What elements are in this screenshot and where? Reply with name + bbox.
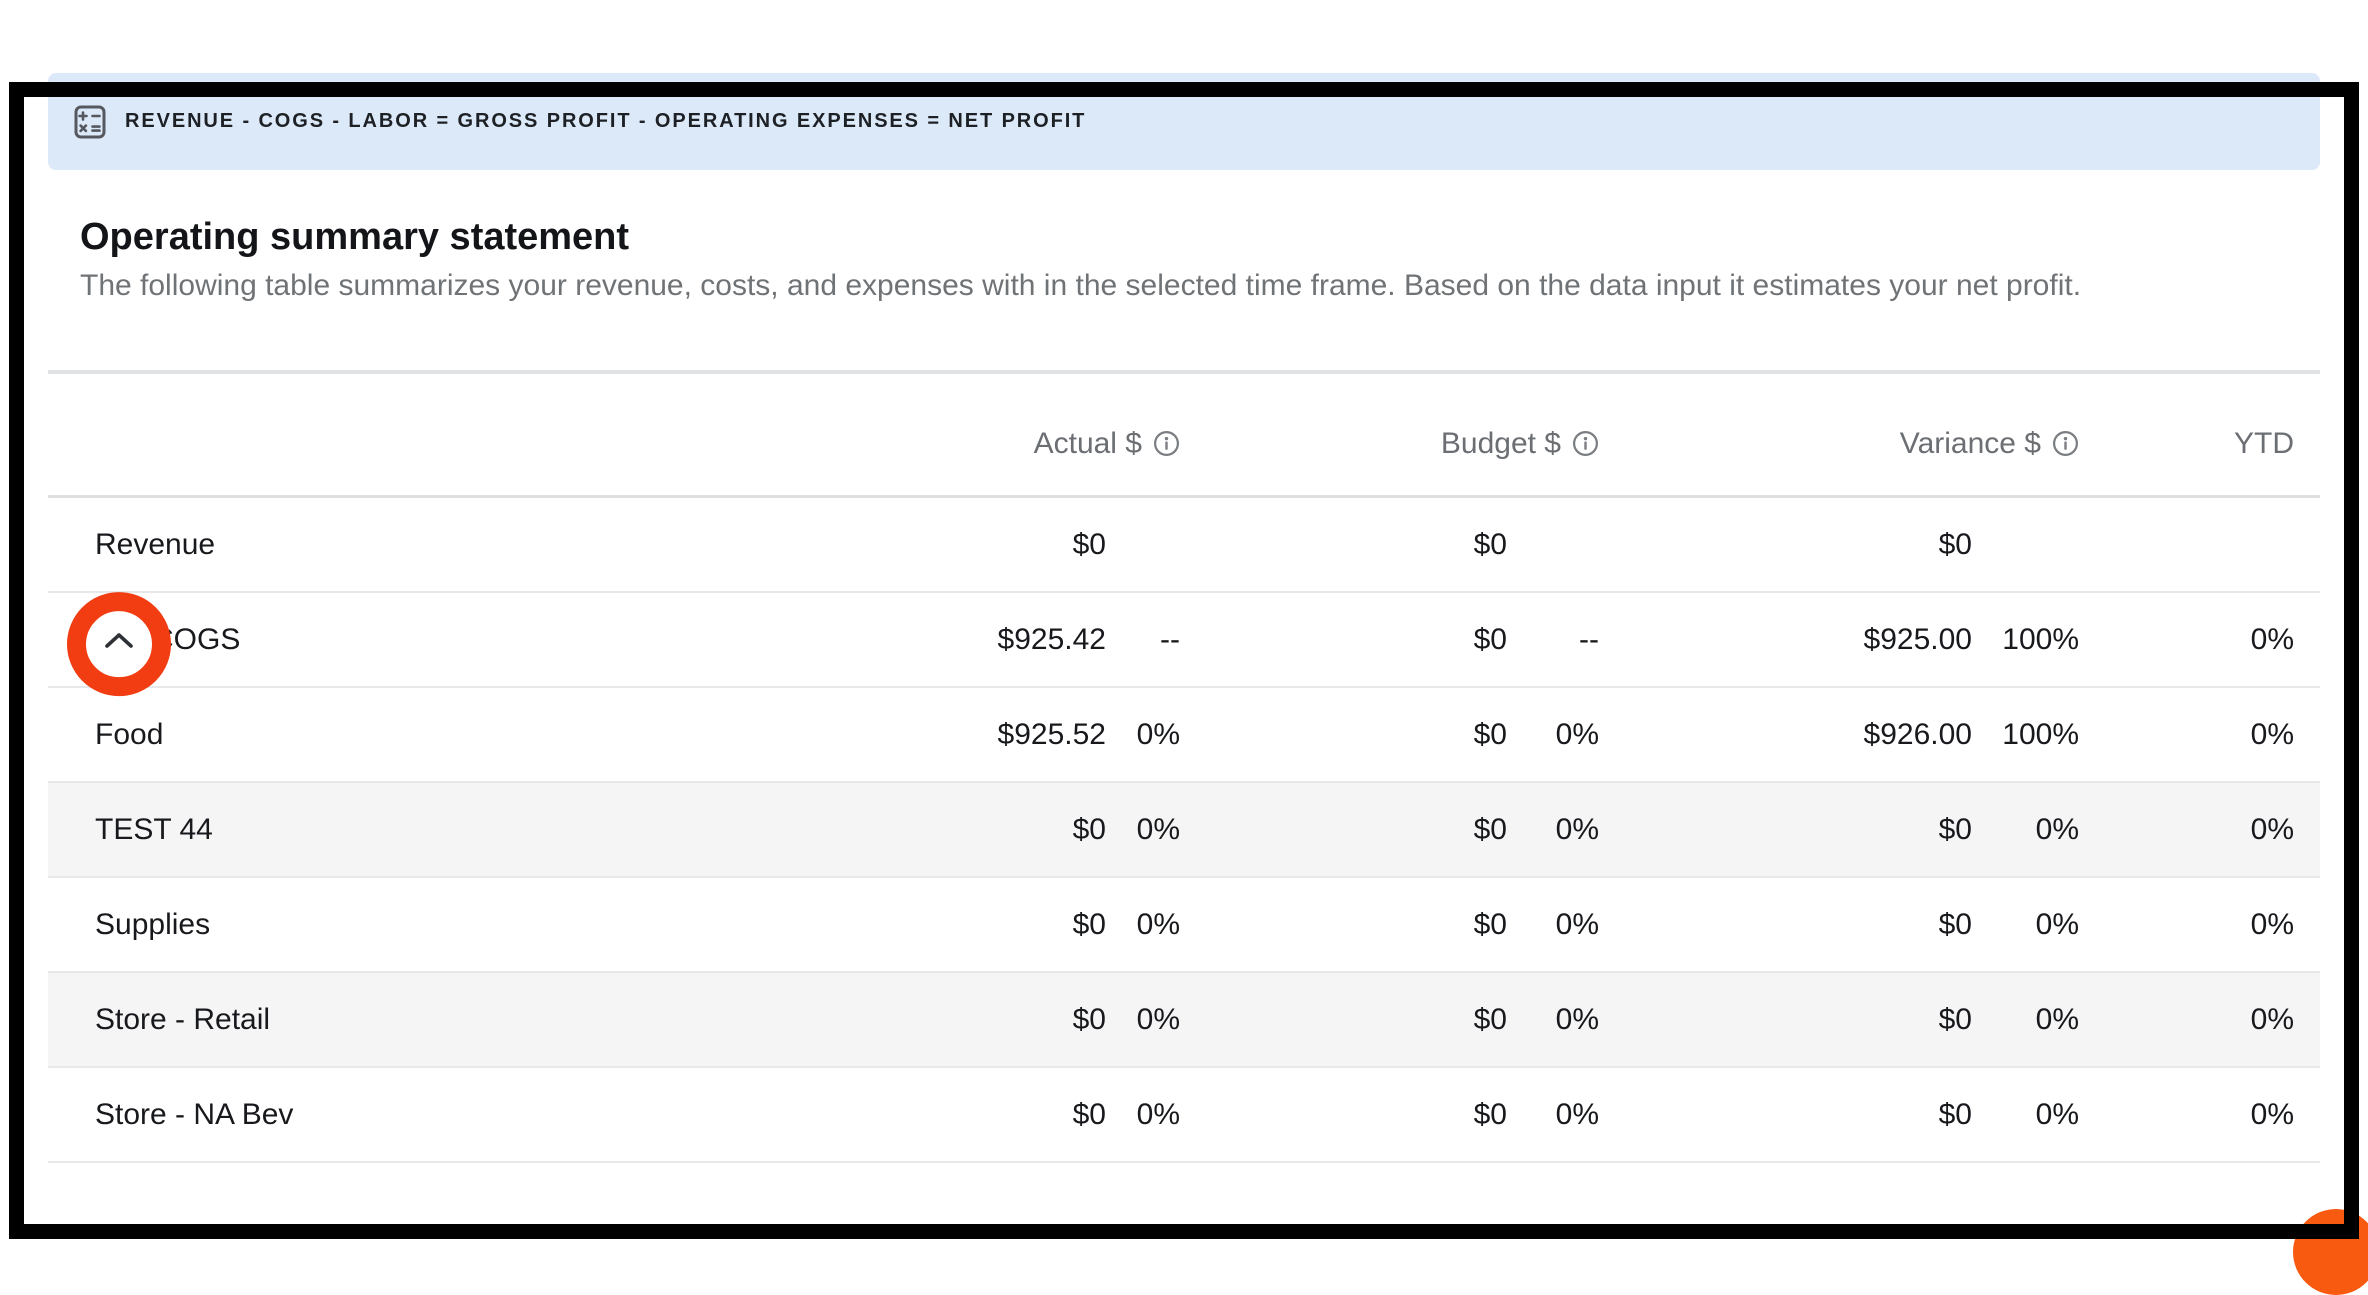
row-label: Food: [95, 717, 164, 751]
budget-percent-cell: 0%: [1555, 1002, 1599, 1036]
variance-percent-cell: 0%: [2035, 1002, 2079, 1036]
column-header-variance-label: Variance $: [1899, 426, 2041, 460]
actual-dollar-cell: $0: [1072, 1002, 1106, 1036]
budget-dollar-cell: $0: [1473, 907, 1507, 941]
table-row: Store - NA Bev $0 0% $0 0% $0 0% 0%: [48, 1068, 2320, 1163]
formula-banner-text: REVENUE - COGS - LABOR = GROSS PROFIT - …: [125, 110, 1087, 132]
formula-banner: REVENUE - COGS - LABOR = GROSS PROFIT - …: [48, 73, 2320, 170]
column-header-ytd: YTD: [2079, 427, 2294, 461]
row-label: COGS: [152, 622, 241, 656]
collapse-toggle-button[interactable]: [67, 591, 171, 696]
info-icon[interactable]: [1572, 430, 1599, 457]
variance-percent-cell: 100%: [2002, 622, 2079, 656]
actual-dollar-cell: $925.42: [997, 622, 1106, 656]
budget-dollar-cell: $0: [1473, 812, 1507, 846]
row-label: Store - NA Bev: [95, 1097, 294, 1131]
calculator-icon: [74, 105, 106, 139]
actual-percent-cell: 0%: [1136, 812, 1180, 846]
table-row: Revenue $0 $0 $0: [48, 498, 2320, 593]
variance-dollar-cell: $0: [1938, 1002, 1972, 1036]
actual-percent-cell: --: [1160, 622, 1180, 656]
row-label: Supplies: [95, 907, 211, 941]
row-label-cell: Revenue: [48, 528, 906, 562]
table-row: TEST 44 $0 0% $0 0% $0 0% 0%: [48, 783, 2320, 878]
actual-percent-cell: 0%: [1136, 717, 1180, 751]
ytd-cell: 0%: [2250, 717, 2294, 751]
actual-dollar-cell: $0: [1072, 527, 1106, 561]
actual-percent-cell: 0%: [1136, 1097, 1180, 1131]
variance-percent-cell: 100%: [2002, 717, 2079, 751]
table-row: Supplies $0 0% $0 0% $0 0% 0%: [48, 878, 2320, 973]
page-subtitle: The following table summarizes your reve…: [80, 269, 2082, 302]
ytd-cell: 0%: [2250, 622, 2294, 656]
ytd-cell: 0%: [2250, 1097, 2294, 1131]
table-row: COGS $925.42 -- $0 -- $925.00 100% 0%: [48, 591, 2320, 696]
table-row: Food $925.52 0% $0 0% $926.00 100% 0%: [48, 688, 2320, 783]
actual-percent-cell: 0%: [1136, 1002, 1180, 1036]
table-header-row: Actual $ Budget $ Variance $: [48, 374, 2320, 498]
variance-dollar-cell: $926.00: [1863, 717, 1972, 751]
ytd-cell: 0%: [2250, 907, 2294, 941]
ytd-cell: 0%: [2250, 1002, 2294, 1036]
variance-dollar-cell: $925.00: [1863, 622, 1972, 656]
actual-dollar-cell: $0: [1072, 1097, 1106, 1131]
operating-summary-table: Actual $ Budget $ Variance $: [48, 370, 2320, 1163]
chevron-up-icon: [105, 633, 133, 648]
variance-percent-cell: 0%: [2035, 907, 2079, 941]
row-label: Revenue: [95, 527, 216, 561]
row-label: Store - Retail: [95, 1002, 271, 1036]
variance-dollar-cell: $0: [1938, 907, 1972, 941]
table-body: Revenue $0 $0 $0 COGS $925.42 -- $0 -- $…: [48, 498, 2320, 1163]
info-icon[interactable]: [1153, 430, 1180, 457]
variance-percent-cell: 0%: [2035, 1097, 2079, 1131]
variance-dollar-cell: $0: [1938, 527, 1972, 561]
info-icon[interactable]: [2052, 430, 2079, 457]
budget-percent-cell: 0%: [1555, 717, 1599, 751]
budget-dollar-cell: $0: [1473, 622, 1507, 656]
page-title: Operating summary statement: [80, 216, 630, 258]
column-header-budget-label: Budget $: [1440, 426, 1561, 460]
title-block: Operating summary statement The followin…: [80, 214, 2320, 306]
actual-dollar-cell: $0: [1072, 812, 1106, 846]
column-header-actual-label: Actual $: [1033, 426, 1142, 460]
column-header-ytd-label: YTD: [2234, 426, 2294, 460]
column-header-budget: Budget $: [1180, 427, 1599, 461]
row-label-cell: Store - Retail: [48, 1003, 906, 1037]
annotation-dot: [2293, 1209, 2368, 1295]
budget-percent-cell: 0%: [1555, 907, 1599, 941]
row-label: TEST 44: [95, 812, 213, 846]
budget-percent-cell: --: [1579, 622, 1599, 656]
actual-percent-cell: 0%: [1136, 907, 1180, 941]
budget-dollar-cell: $0: [1473, 527, 1507, 561]
variance-dollar-cell: $0: [1938, 1097, 1972, 1131]
budget-percent-cell: 0%: [1555, 812, 1599, 846]
actual-dollar-cell: $925.52: [997, 717, 1106, 751]
column-header-variance: Variance $: [1599, 427, 2079, 461]
row-label-cell: TEST 44: [48, 813, 906, 847]
table-row: Store - Retail $0 0% $0 0% $0 0% 0%: [48, 973, 2320, 1068]
budget-dollar-cell: $0: [1473, 1097, 1507, 1131]
variance-percent-cell: 0%: [2035, 812, 2079, 846]
budget-dollar-cell: $0: [1473, 1002, 1507, 1036]
row-label-cell: COGS: [48, 591, 906, 696]
row-label-cell: Supplies: [48, 908, 906, 942]
page: { "banner": { "text": "REVENUE - COGS - …: [0, 73, 2368, 1295]
column-header-actual: Actual $: [906, 427, 1180, 461]
row-label-cell: Store - NA Bev: [48, 1098, 906, 1132]
budget-percent-cell: 0%: [1555, 1097, 1599, 1131]
actual-dollar-cell: $0: [1072, 907, 1106, 941]
variance-dollar-cell: $0: [1938, 812, 1972, 846]
row-label-cell: Food: [48, 718, 906, 752]
ytd-cell: 0%: [2250, 812, 2294, 846]
budget-dollar-cell: $0: [1473, 717, 1507, 751]
